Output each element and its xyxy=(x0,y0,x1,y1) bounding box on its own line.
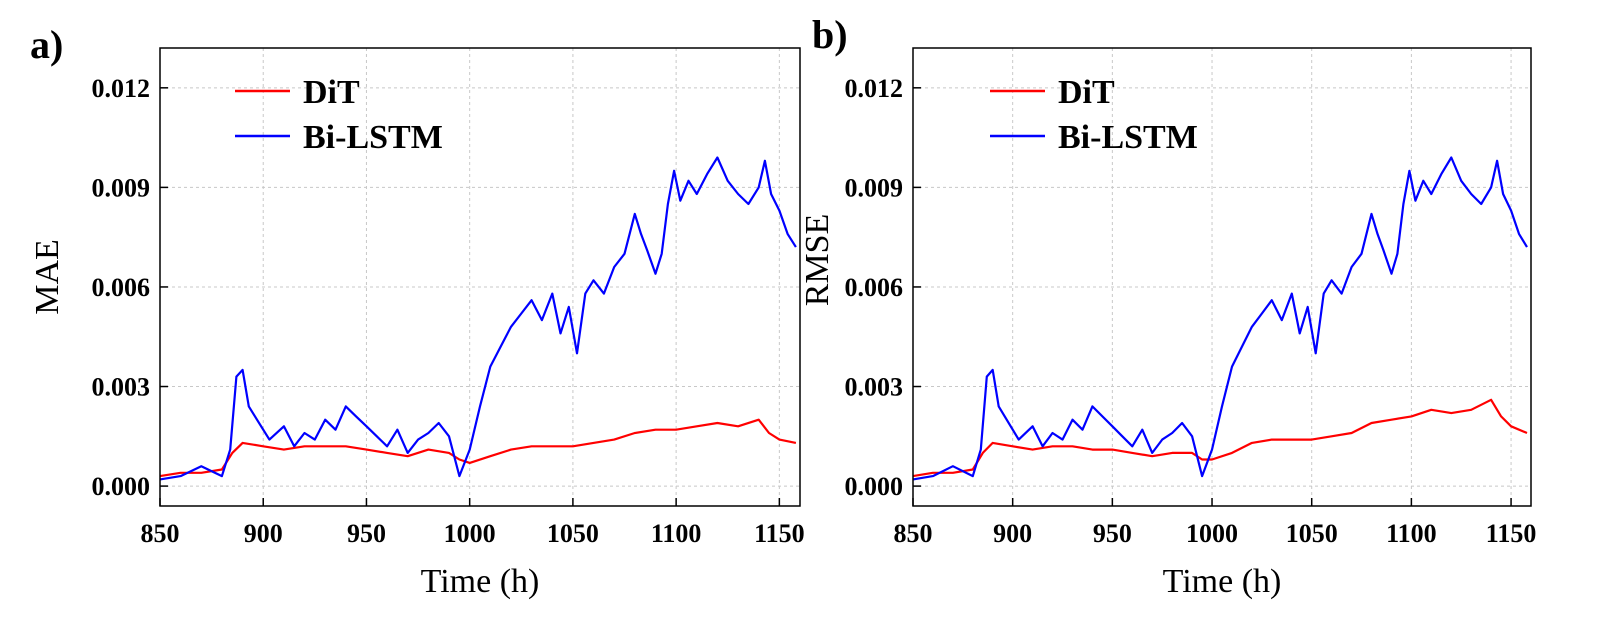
panel-a-series-dit xyxy=(159,418,797,478)
panel-a-grid xyxy=(160,48,800,506)
panel-a-y-axis-title: MAE xyxy=(29,239,66,315)
panel-b-y-tick-label: 0.006 xyxy=(845,273,904,302)
panel-a-x-tick-label: 1000 xyxy=(444,519,496,548)
panel-a-x-axis-title: Time (h) xyxy=(421,563,540,600)
panel-a-y-tick-label: 0.000 xyxy=(92,472,151,501)
panel-a-legend: DiT Bi-LSTM xyxy=(235,74,443,156)
panel-a-x-tick-label: 1100 xyxy=(651,519,702,548)
panel-b: b) 850 900 950 1000 1050 1100 1150 0.000 0.003 0.… xyxy=(799,12,1536,600)
panel-a-legend-label-dit: DiT xyxy=(303,74,360,111)
panel-b-ticks: 850 900 950 1000 1050 1100 1150 0.000 0.003 0.006… xyxy=(845,74,1537,548)
panel-a-ticks: 850 900 950 1000 1050 1100 1150 0.000 0.003 0.006… xyxy=(92,74,805,548)
panel-b-x-tick-label: 1150 xyxy=(1486,519,1537,548)
panel-a-label: a) xyxy=(30,22,63,67)
panel-a-x-tick-label: 900 xyxy=(244,519,283,548)
panel-a-series xyxy=(159,156,797,481)
panel-b-series-bi-lstm xyxy=(912,156,1528,481)
panel-b-y-tick-label: 0.003 xyxy=(845,373,904,402)
panel-b-x-tick-label: 850 xyxy=(894,519,933,548)
panel-b-y-tick-label: 0.000 xyxy=(845,472,904,501)
panel-b-legend-label-dit: DiT xyxy=(1058,74,1115,111)
panel-b-x-axis-title: Time (h) xyxy=(1163,563,1282,600)
panel-b-legend: DiT Bi-LSTM xyxy=(990,74,1198,156)
panel-b-series-dit xyxy=(912,398,1528,478)
panel-a-y-tick-label: 0.003 xyxy=(92,373,151,402)
panel-b-y-tick-label: 0.012 xyxy=(845,74,904,103)
panel-b-x-tick-label: 1100 xyxy=(1386,519,1437,548)
panel-b-label: b) xyxy=(812,12,848,57)
panel-a-x-tick-label: 850 xyxy=(141,519,180,548)
panel-a-x-tick-label: 1150 xyxy=(754,519,805,548)
panel-b-plot-frame xyxy=(912,47,1532,507)
panel-b-y-axis-title: RMSE xyxy=(799,214,836,307)
panel-b-x-tick-label: 950 xyxy=(1093,519,1132,548)
panel-b-x-tick-label: 1050 xyxy=(1286,519,1338,548)
panel-b-x-tick-label: 1000 xyxy=(1186,519,1238,548)
panel-a-y-tick-label: 0.012 xyxy=(92,74,151,103)
panel-b-legend-label-bi-lstm: Bi-LSTM xyxy=(1058,119,1198,156)
panel-b-series xyxy=(912,156,1528,481)
panel-a-plot-frame xyxy=(159,47,801,507)
panel-a-series-bi-lstm xyxy=(159,156,797,481)
panel-b-x-tick-label: 900 xyxy=(993,519,1032,548)
panel-b-y-tick-label: 0.009 xyxy=(845,173,904,202)
panel-a-legend-label-bi-lstm: Bi-LSTM xyxy=(303,119,443,156)
panel-a: a) 850 900 950 1000 1050 1100 1150 0.000 0.003 0.… xyxy=(29,22,805,600)
panel-a-x-tick-label: 950 xyxy=(347,519,386,548)
panel-a-y-tick-label: 0.009 xyxy=(92,173,151,202)
panel-a-x-tick-label: 1050 xyxy=(547,519,599,548)
panel-a-y-tick-label: 0.006 xyxy=(92,273,151,302)
panel-b-grid xyxy=(913,48,1531,506)
